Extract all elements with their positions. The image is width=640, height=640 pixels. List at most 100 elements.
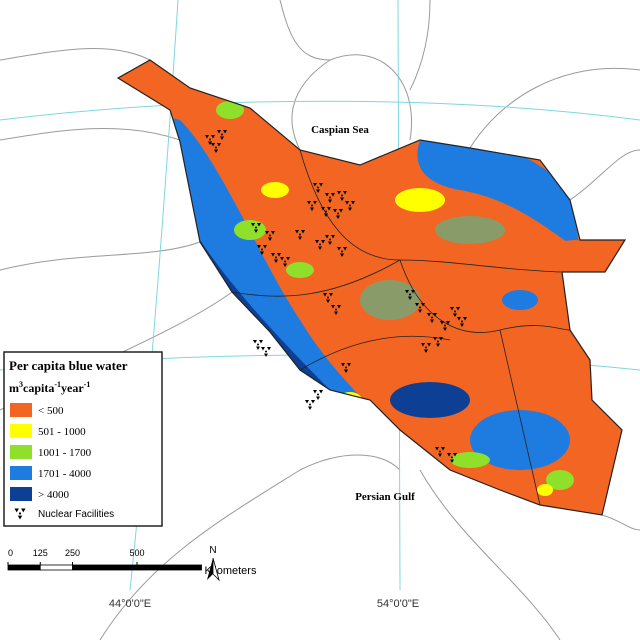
trefoil-blade <box>217 143 221 147</box>
scale-tick-label: 0 <box>8 548 13 558</box>
legend-label: Nuclear Facilities <box>38 509 114 520</box>
trefoil-blade <box>217 130 221 134</box>
trefoil-blade <box>265 231 269 235</box>
trefoil-blade <box>329 293 333 297</box>
legend-label: 1701 - 4000 <box>38 468 92 480</box>
trefoil-blade <box>257 223 261 227</box>
trefoil-blade <box>319 183 323 187</box>
trefoil-blade <box>430 319 434 323</box>
trefoil-blade <box>450 307 454 311</box>
trefoil-center <box>257 343 259 346</box>
trefoil-blade <box>263 245 267 249</box>
trefoil-blade <box>267 347 271 351</box>
trefoil-center <box>284 260 286 263</box>
trefoil-center <box>409 293 411 296</box>
trefoil-blade <box>325 193 329 197</box>
nuclear-symbol <box>325 193 335 203</box>
legend-items: < 500 501 - 1000 1001 - 1700 1701 - 4000 > 4… <box>10 403 92 501</box>
trefoil-blade <box>264 353 268 357</box>
trefoil-center <box>319 243 321 246</box>
trefoil-center <box>439 450 441 453</box>
legend: Per capita blue water m3capita-1year-1 <… <box>3 351 163 527</box>
trefoil-blade <box>274 259 278 263</box>
trefoil-blade <box>450 459 454 463</box>
trefoil-blade <box>323 293 327 297</box>
legend-swatch <box>10 487 32 501</box>
scale-segment <box>136 564 202 571</box>
trefoil-blade <box>421 343 425 347</box>
trefoil-center <box>265 350 267 353</box>
north-arrow <box>207 558 213 580</box>
legend-label: 501 - 1000 <box>38 426 86 438</box>
trefoil-blade <box>316 396 320 400</box>
trefoil-center <box>335 308 337 311</box>
trefoil-blade <box>453 453 457 457</box>
trefoil-blade <box>307 201 311 205</box>
legend-swatch <box>10 445 32 459</box>
trefoil-center <box>327 296 329 299</box>
trefoil-blade <box>443 327 447 331</box>
trefoil-blade <box>308 406 312 410</box>
trefoil-blade <box>345 201 349 205</box>
nuclear-symbol <box>457 317 467 327</box>
nuclear-symbol <box>261 347 271 357</box>
trefoil-blade <box>331 193 335 197</box>
trefoil-blade <box>347 363 351 367</box>
unit-part: capita <box>23 381 54 395</box>
nuclear-symbol <box>435 447 445 457</box>
trefoil-blade <box>326 299 330 303</box>
nuclear-symbol <box>14 508 26 520</box>
nuclear-symbol <box>421 343 431 353</box>
nuclear-symbol <box>305 400 315 410</box>
trefoil-center <box>261 248 263 251</box>
trefoil-blade <box>271 253 275 257</box>
trefoil-blade <box>418 309 422 313</box>
sea-label: Persian Gulf <box>355 491 415 503</box>
trefoil-blade <box>433 337 437 341</box>
trefoil-blade <box>223 130 227 134</box>
trefoil-blade <box>411 290 415 294</box>
legend-title: Per capita blue water <box>9 358 128 373</box>
trefoil-blade <box>319 390 323 394</box>
trefoil-blade <box>295 230 299 234</box>
trefoil-blade <box>205 135 209 139</box>
nuclear-symbol <box>440 321 450 331</box>
trefoil-center <box>454 310 456 313</box>
nuclear-symbol <box>321 207 331 217</box>
nuclear-symbol <box>257 245 267 255</box>
trefoil-blade <box>339 209 343 213</box>
trefoil-blade <box>343 191 347 195</box>
trefoil-center <box>437 340 439 343</box>
trefoil-center <box>329 238 331 241</box>
nuclear-symbol <box>205 135 215 145</box>
legend-label: 1001 - 1700 <box>38 447 92 459</box>
trefoil-blade <box>259 340 263 344</box>
sea-label: Caspian Sea <box>311 124 369 136</box>
trefoil-center <box>209 138 211 141</box>
trefoil-blade <box>325 235 329 239</box>
trefoil-center <box>341 250 343 253</box>
trefoil-blade <box>340 253 344 257</box>
trefoil-blade <box>313 201 317 205</box>
nuclear-symbol <box>211 143 221 153</box>
trefoil-blade <box>208 141 212 145</box>
trefoil-blade <box>268 237 272 241</box>
legend-unit: m3capita-1year-1 <box>9 380 90 395</box>
trefoil-center <box>311 204 313 207</box>
nuclear-symbol <box>415 303 425 313</box>
trefoil-center <box>317 393 319 396</box>
trefoil-blade <box>446 321 450 325</box>
trefoil-blade <box>311 400 315 404</box>
unit-part: m <box>9 381 19 395</box>
trefoil-blade <box>333 209 337 213</box>
trefoil-blade <box>460 323 464 327</box>
nuclear-symbol <box>295 230 305 240</box>
trefoil-blade <box>447 453 451 457</box>
trefoil-blade <box>316 189 320 193</box>
unit-part: 3 <box>19 380 23 389</box>
trefoil-blade <box>327 207 331 211</box>
trefoil-blade <box>440 321 444 325</box>
nuclear-symbol <box>271 253 281 263</box>
trefoil-center <box>349 204 351 207</box>
basin-boundaries <box>231 149 571 506</box>
